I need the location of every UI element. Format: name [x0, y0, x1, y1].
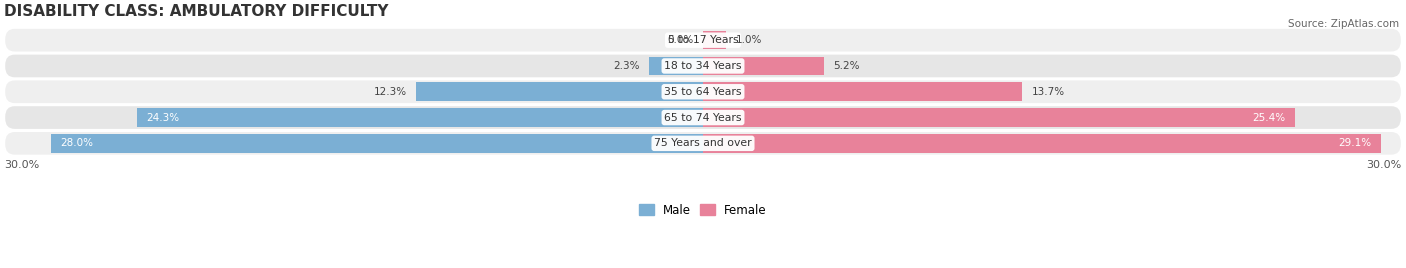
- FancyBboxPatch shape: [4, 79, 1402, 104]
- FancyBboxPatch shape: [4, 105, 1402, 130]
- Bar: [416, 83, 703, 101]
- Legend: Male, Female: Male, Female: [634, 199, 772, 221]
- Text: 75 Years and over: 75 Years and over: [654, 138, 752, 148]
- FancyBboxPatch shape: [4, 28, 1402, 53]
- Text: 18 to 34 Years: 18 to 34 Years: [664, 61, 742, 71]
- FancyBboxPatch shape: [4, 131, 1402, 156]
- Bar: [703, 57, 824, 75]
- FancyBboxPatch shape: [4, 54, 1402, 78]
- Text: 2.3%: 2.3%: [613, 61, 640, 71]
- Bar: [703, 83, 1022, 101]
- Text: 13.7%: 13.7%: [1032, 87, 1064, 97]
- Text: 30.0%: 30.0%: [4, 160, 39, 170]
- Text: 35 to 64 Years: 35 to 64 Years: [664, 87, 742, 97]
- Bar: [703, 134, 1381, 153]
- Text: 30.0%: 30.0%: [1367, 160, 1402, 170]
- Text: 28.0%: 28.0%: [60, 138, 93, 148]
- Text: 24.3%: 24.3%: [146, 113, 180, 122]
- Bar: [703, 31, 727, 50]
- Text: 5.2%: 5.2%: [834, 61, 860, 71]
- Text: 12.3%: 12.3%: [374, 87, 408, 97]
- Text: 1.0%: 1.0%: [735, 35, 762, 45]
- Text: 29.1%: 29.1%: [1339, 138, 1371, 148]
- Bar: [650, 57, 703, 75]
- Text: 25.4%: 25.4%: [1253, 113, 1285, 122]
- Text: 0.0%: 0.0%: [668, 35, 693, 45]
- Bar: [136, 108, 703, 127]
- Text: 65 to 74 Years: 65 to 74 Years: [664, 113, 742, 122]
- Text: 5 to 17 Years: 5 to 17 Years: [668, 35, 738, 45]
- Text: Source: ZipAtlas.com: Source: ZipAtlas.com: [1288, 19, 1399, 29]
- Bar: [703, 108, 1295, 127]
- Text: DISABILITY CLASS: AMBULATORY DIFFICULTY: DISABILITY CLASS: AMBULATORY DIFFICULTY: [4, 4, 388, 19]
- Bar: [51, 134, 703, 153]
